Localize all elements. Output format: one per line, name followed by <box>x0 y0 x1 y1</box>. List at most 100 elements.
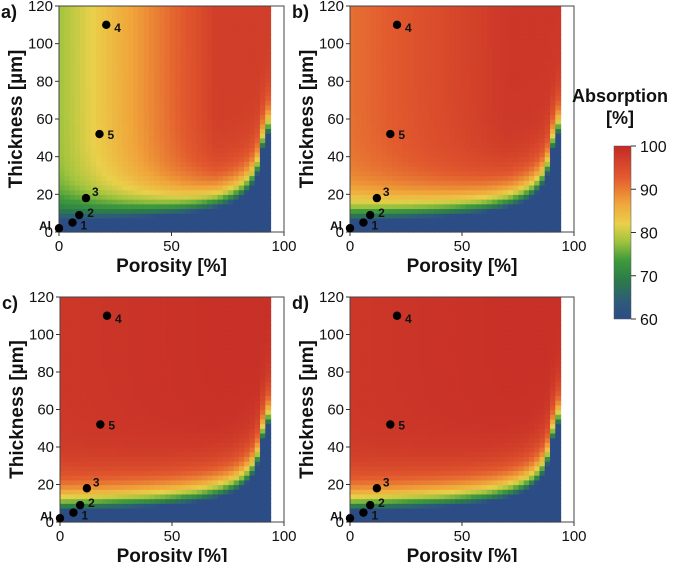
heatmap-cell <box>207 161 213 167</box>
heatmap-cell <box>165 512 172 518</box>
heatmap-cell <box>238 24 245 31</box>
heatmap-cell <box>228 189 235 195</box>
heatmap-cell <box>523 203 530 210</box>
heatmap-cell <box>65 418 72 425</box>
heatmap-cell <box>90 95 97 101</box>
heatmap-cell <box>133 348 140 354</box>
heatmap-cell <box>123 372 130 378</box>
heatmap-cell <box>528 15 535 21</box>
heatmap-cell <box>523 10 530 17</box>
heatmap-cell <box>423 227 430 233</box>
y-tick-label: 80 <box>36 73 53 90</box>
heatmap-cell <box>428 38 435 45</box>
heatmap-cell <box>402 119 409 125</box>
heatmap-cell <box>350 151 356 158</box>
heatmap-cell <box>518 43 525 49</box>
heatmap-cell <box>244 76 250 82</box>
heatmap-cell <box>123 428 130 434</box>
heatmap-cell <box>160 437 166 443</box>
heatmap-cell <box>107 432 114 439</box>
heatmap-cell <box>497 57 504 64</box>
heatmap-cell <box>96 395 103 401</box>
heatmap-cell <box>238 20 245 26</box>
heatmap-cell <box>212 43 219 49</box>
heatmap-cell <box>111 90 118 97</box>
heatmap-cell <box>170 170 176 177</box>
heatmap-cell <box>138 203 145 210</box>
heatmap-cell <box>74 90 81 97</box>
heatmap-cell <box>123 503 130 509</box>
heatmap-cell <box>518 34 525 40</box>
heatmap-cell <box>154 128 161 134</box>
heatmap-cell <box>460 217 467 224</box>
heatmap-cell <box>365 34 372 40</box>
heatmap-cell <box>128 517 135 523</box>
heatmap-cell <box>196 147 203 153</box>
heatmap-cell <box>439 180 446 186</box>
heatmap-cell <box>518 147 525 153</box>
heatmap-cell <box>60 357 66 364</box>
heatmap-cell <box>217 100 224 106</box>
heatmap-cell <box>149 479 156 486</box>
heatmap-cell <box>217 199 224 205</box>
heatmap-cell <box>407 222 414 228</box>
heatmap-cell <box>428 222 435 228</box>
heatmap-cell <box>106 175 113 181</box>
heatmap-cell <box>65 484 72 490</box>
heatmap-cell <box>175 475 182 481</box>
heatmap-cell <box>191 67 198 73</box>
heatmap-cell <box>238 227 245 233</box>
heatmap-cell <box>392 194 398 200</box>
heatmap-cell <box>106 170 113 177</box>
heatmap-cell <box>439 100 446 106</box>
heatmap-cell <box>513 90 520 97</box>
heatmap-cell <box>386 53 393 59</box>
heatmap-cell <box>365 29 372 35</box>
heatmap-cell <box>528 227 535 233</box>
heatmap-cell <box>233 184 240 191</box>
heatmap-cell <box>106 43 113 49</box>
heatmap-cell <box>481 128 488 134</box>
heatmap-cell <box>528 104 535 111</box>
heatmap-cell <box>555 48 562 54</box>
heatmap-cell <box>238 15 245 21</box>
heatmap-cell <box>65 498 72 504</box>
heatmap-cell <box>413 29 420 35</box>
heatmap-cell <box>159 109 166 115</box>
heatmap-cell <box>528 62 535 68</box>
heatmap-cell <box>207 62 213 68</box>
heatmap-cell <box>502 184 509 191</box>
heatmap-cell <box>60 428 66 434</box>
heatmap-cell <box>392 203 398 210</box>
heatmap-cell <box>244 199 250 205</box>
heatmap-cell <box>207 194 213 200</box>
heatmap-cell <box>154 227 161 233</box>
heatmap-cell <box>123 418 130 425</box>
heatmap-cell <box>244 133 250 139</box>
heatmap-cell <box>355 109 362 115</box>
heatmap-cell <box>492 128 498 134</box>
heatmap-cell <box>201 81 208 87</box>
heatmap-cell <box>528 151 535 158</box>
heatmap-cell <box>69 119 76 125</box>
heatmap-cell <box>74 109 81 115</box>
heatmap-cell <box>201 71 208 78</box>
heatmap-cell <box>407 57 414 64</box>
panel-label: b) <box>292 2 309 22</box>
heatmap-cell <box>138 175 145 181</box>
heatmap-cell <box>112 470 119 476</box>
heatmap-cell <box>238 180 245 186</box>
heatmap-cell <box>497 133 504 139</box>
heatmap-cell <box>70 381 77 387</box>
heatmap-cell <box>471 147 477 153</box>
heatmap-cell <box>539 95 546 101</box>
heatmap-cell <box>259 222 266 228</box>
heatmap-cell <box>96 447 103 453</box>
heatmap-cell <box>117 147 124 153</box>
heatmap-cell <box>228 67 235 73</box>
heatmap-cell <box>371 222 377 228</box>
heatmap-cell <box>265 29 272 35</box>
heatmap-cell <box>397 180 404 186</box>
heatmap-cell <box>170 475 177 481</box>
heatmap-cell <box>539 119 546 125</box>
